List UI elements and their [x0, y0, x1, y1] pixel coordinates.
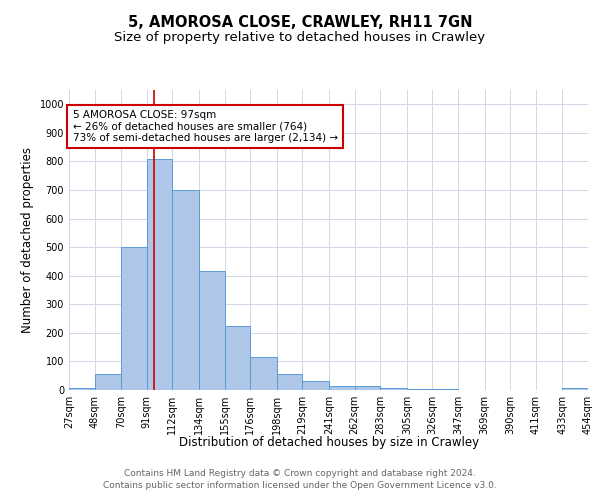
Text: Size of property relative to detached houses in Crawley: Size of property relative to detached ho…: [115, 31, 485, 44]
Bar: [147, 158, 172, 390]
Bar: [277, 374, 302, 390]
Bar: [121, 247, 147, 390]
Text: Contains public sector information licensed under the Open Government Licence v3: Contains public sector information licen…: [103, 480, 497, 490]
Bar: [407, 388, 433, 390]
Text: 5, AMOROSA CLOSE, CRAWLEY, RH11 7GN: 5, AMOROSA CLOSE, CRAWLEY, RH11 7GN: [128, 15, 472, 30]
Bar: [380, 388, 407, 390]
Bar: [199, 272, 224, 390]
Text: Distribution of detached houses by size in Crawley: Distribution of detached houses by size …: [179, 436, 479, 449]
Text: 5 AMOROSA CLOSE: 97sqm
← 26% of detached houses are smaller (764)
73% of semi-de: 5 AMOROSA CLOSE: 97sqm ← 26% of detached…: [73, 110, 338, 143]
Bar: [69, 388, 95, 390]
Bar: [562, 388, 588, 390]
Bar: [329, 386, 355, 390]
Text: Contains HM Land Registry data © Crown copyright and database right 2024.: Contains HM Land Registry data © Crown c…: [124, 470, 476, 478]
Y-axis label: Number of detached properties: Number of detached properties: [21, 147, 34, 333]
Bar: [224, 326, 250, 390]
Bar: [433, 388, 458, 390]
Bar: [172, 190, 199, 390]
Bar: [355, 386, 380, 390]
Bar: [302, 381, 329, 390]
Bar: [95, 374, 121, 390]
Bar: [250, 357, 277, 390]
